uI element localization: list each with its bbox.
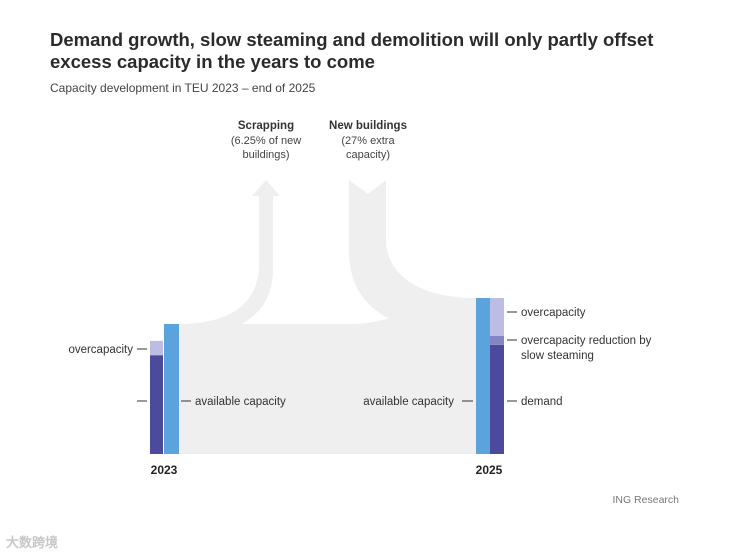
scrapping-flow-arrow: [179, 180, 280, 336]
new-buildings-flow: [349, 180, 476, 334]
scrapping-note-2: buildings): [242, 149, 289, 161]
bar-2023-overcapacity: [150, 340, 163, 356]
label-2025-reduction-2: slow steaming: [521, 350, 594, 362]
bar-2025-available-capacity: [476, 298, 490, 454]
scrapping-note-1: (6.25% of new: [231, 135, 301, 147]
chart-title: Demand growth, slow steaming and demolit…: [50, 29, 654, 72]
year-label-2023: 2023: [151, 463, 178, 477]
new-buildings-label: New buildings: [329, 120, 407, 132]
bar-2025-overcapacity-reduction: [490, 335, 504, 345]
year-label-2025: 2025: [476, 463, 503, 477]
label-2023-overcapacity: overcapacity: [68, 344, 133, 356]
label-2025-reduction-1: overcapacity reduction by: [521, 335, 652, 347]
bar-2025-demand: [490, 344, 504, 454]
bar-2025-overcapacity: [490, 298, 504, 336]
label-2023-available: available capacity: [195, 396, 286, 408]
label-2025-overcapacity: overcapacity: [521, 307, 586, 319]
watermark: 大数跨境: [6, 535, 59, 550]
source-note: ING Research: [612, 494, 679, 506]
label-2025-demand: demand: [521, 396, 563, 408]
bar-2023-demand: [150, 355, 163, 454]
scrapping-label: Scrapping: [238, 120, 294, 132]
new-buildings-note-2: capacity): [346, 149, 390, 161]
capacity-flow-band: [179, 298, 476, 454]
chart-subtitle: Capacity development in TEU 2023 – end o…: [50, 81, 316, 95]
new-buildings-note-1: (27% extra: [341, 135, 395, 147]
bar-2023-available-capacity: [164, 324, 179, 454]
label-2025-available: available capacity: [363, 396, 454, 408]
